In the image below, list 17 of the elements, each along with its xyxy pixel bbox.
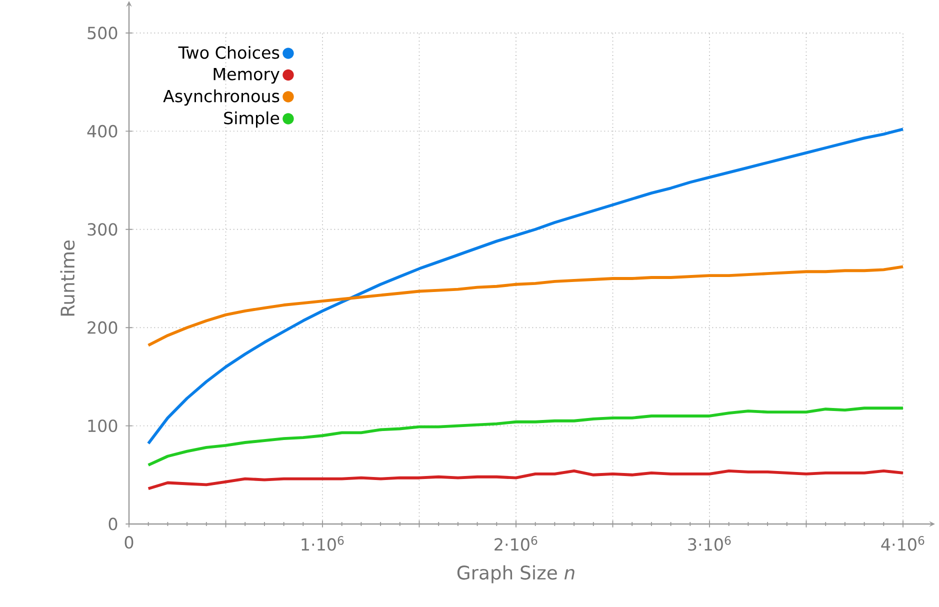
x-tick-label: 1·10$^{6}$ — [302, 536, 344, 551]
y-tick-label: 500 — [88, 26, 118, 40]
legend-label: Two Choices — [178, 46, 280, 59]
y-tick-label: 100 — [88, 419, 118, 432]
legend-label: Simple — [224, 111, 280, 128]
y-tick-label: 400 — [87, 124, 118, 138]
legend-label: Asynchronous — [163, 89, 280, 106]
x-tick-label: 2·10$^{6}$ — [494, 536, 538, 551]
y-tick-label: 300 — [88, 223, 118, 236]
x-tick-label: 3·10$^{6}$ — [688, 536, 731, 551]
x-tick-label: 0 — [124, 536, 134, 549]
x-tick-label: 4·10$^{6}$ — [881, 536, 924, 551]
y-tick-label: 200 — [88, 321, 118, 334]
y-axis-title: Runtime — [60, 240, 75, 316]
y-tick-label: 0 — [108, 518, 118, 530]
x-axis-title: Graph Size n — [457, 565, 574, 584]
legend-label: Memory — [214, 68, 280, 84]
